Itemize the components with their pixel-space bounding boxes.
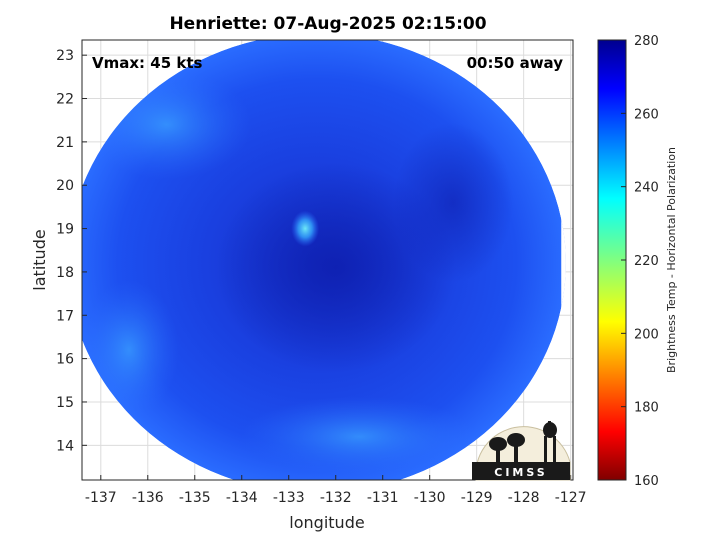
colorbar-tick-label: 240 xyxy=(634,181,659,196)
y-axis-label: latitude xyxy=(30,229,49,290)
x-tick-label: -134 xyxy=(226,490,258,506)
x-tick-label: -132 xyxy=(320,490,352,506)
x-tick-label: -135 xyxy=(179,490,211,506)
scan-edge-mask xyxy=(561,40,566,480)
x-axis-label: longitude xyxy=(289,513,364,532)
x-axis-ticks: -137 -136 -135 -134 -133 -132 -131 -130 -129 -128… xyxy=(85,475,587,506)
colorbar-tick-label: 200 xyxy=(634,327,659,342)
x-tick-label: -131 xyxy=(367,490,399,506)
x-tick-label: -128 xyxy=(508,490,540,506)
northeast-band xyxy=(393,122,514,283)
colorbar-tick-label: 260 xyxy=(634,107,659,122)
y-tick-label: 15 xyxy=(56,395,74,411)
colorbar-tick-label: 220 xyxy=(634,254,659,269)
time-offset-annotation: 00:50 away xyxy=(467,54,564,72)
y-tick-label: 16 xyxy=(56,352,74,368)
x-tick-label: -127 xyxy=(555,490,587,506)
outer-band-south xyxy=(239,396,480,477)
y-tick-label: 20 xyxy=(56,178,74,194)
x-tick-label: -130 xyxy=(414,490,446,506)
y-tick-label: 22 xyxy=(56,92,74,108)
colorbar-tick-label: 160 xyxy=(634,474,659,489)
x-tick-label: -136 xyxy=(132,490,164,506)
vmax-annotation: Vmax: 45 kts xyxy=(92,54,202,72)
eye-highlight xyxy=(291,210,320,247)
colorbar-tick-label: 180 xyxy=(634,401,659,416)
chart-title: Henriette: 07-Aug-2025 02:15:00 xyxy=(169,14,486,34)
y-axis-ticks: 14 15 16 17 18 19 20 21 22 23 xyxy=(56,48,87,454)
y-tick-label: 21 xyxy=(56,135,74,151)
plot-frame xyxy=(81,39,574,481)
colorbar-ticks: 160 180 200 220 240 260 280 xyxy=(621,34,659,489)
colorbar-label: Brightness Temp - Horizontal Polarizatio… xyxy=(665,147,678,373)
y-tick-label: 18 xyxy=(56,265,74,281)
y-tick-label: 23 xyxy=(56,48,74,64)
x-tick-label: -137 xyxy=(85,490,117,506)
cimss-logo: CIMSS xyxy=(472,421,571,481)
colorbar-tick-label: 280 xyxy=(634,34,659,49)
y-tick-label: 19 xyxy=(56,222,74,238)
y-tick-label: 14 xyxy=(56,438,74,454)
cimss-logo-text: CIMSS xyxy=(494,466,547,479)
x-tick-label: -133 xyxy=(273,490,305,506)
y-tick-label: 17 xyxy=(56,308,74,324)
x-tick-label: -129 xyxy=(461,490,493,506)
